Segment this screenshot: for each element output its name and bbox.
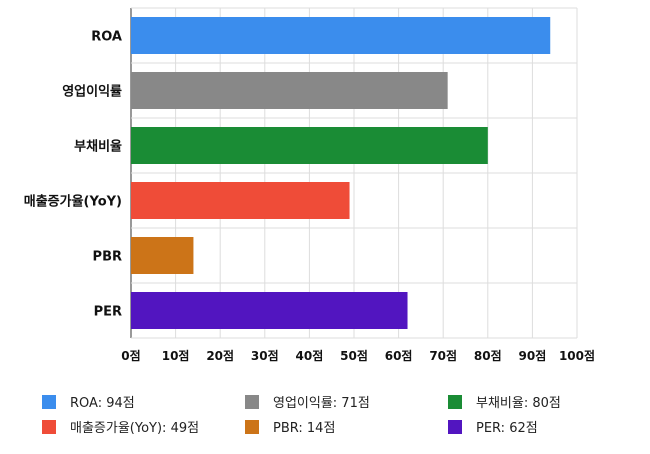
x-tick-label: 70점 (429, 348, 457, 363)
x-tick-label: 40점 (296, 348, 324, 363)
x-tick-label: 100점 (559, 348, 595, 363)
bar (131, 237, 194, 274)
x-tick-label: 0점 (121, 348, 140, 363)
bar (131, 72, 448, 109)
legend-swatch (42, 420, 56, 434)
category-label: PBR (93, 250, 122, 265)
bar (131, 292, 408, 329)
grid-lines (130, 7, 578, 339)
legend-swatch (42, 395, 56, 409)
legend-label: 영업이익률: 71점 (273, 396, 370, 411)
bar (131, 182, 350, 219)
legend-label: PBR: 14점 (273, 421, 335, 436)
category-label: 영업이익률 (62, 84, 122, 100)
legend-label: 매출증가율(YoY): 49점 (70, 421, 199, 436)
legend-label: 부채비율: 80점 (476, 396, 561, 411)
bar (131, 17, 551, 54)
legend-swatch (245, 420, 259, 434)
x-tick-label: 80점 (474, 348, 502, 363)
x-tick-label: 20점 (206, 348, 234, 363)
legend-swatch (448, 395, 462, 409)
x-tick-label: 50점 (340, 348, 368, 363)
bars (131, 17, 551, 329)
legend-swatch (245, 395, 259, 409)
category-label: PER (94, 305, 122, 320)
legend-label: PER: 62점 (476, 421, 538, 436)
x-tick-label: 10점 (162, 348, 190, 363)
category-label: 부채비율 (74, 139, 122, 155)
legend-swatch (448, 420, 462, 434)
x-tick-label: 60점 (385, 348, 413, 363)
x-tick-labels: 0점 10점 20점 30점 40점 50점 60점 70점 80점 90점 100점 (121, 348, 595, 363)
category-label: 매출증가율(YoY) (24, 194, 122, 210)
category-label: ROA (91, 30, 122, 45)
legend-label: ROA: 94점 (70, 396, 135, 411)
x-tick-label: 30점 (251, 348, 279, 363)
x-tick-label: 90점 (519, 348, 547, 363)
bar (131, 127, 488, 164)
